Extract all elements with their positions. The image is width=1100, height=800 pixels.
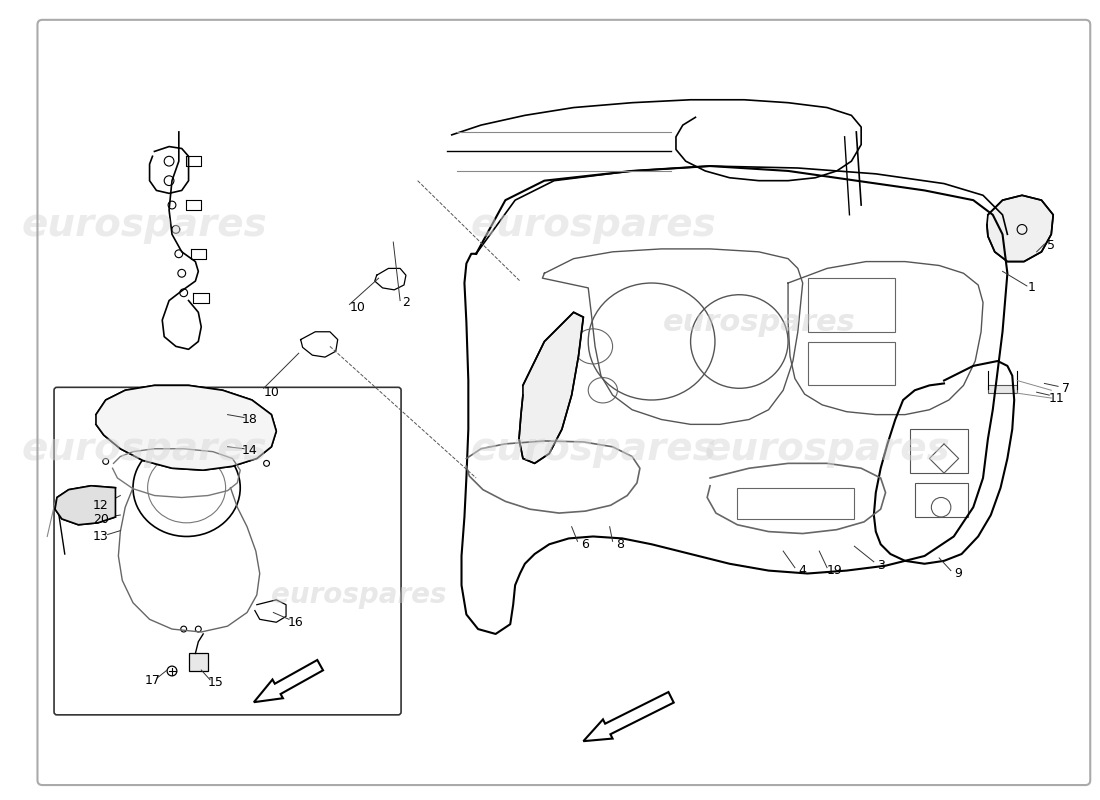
Text: eurospares: eurospares — [272, 581, 447, 609]
Text: 8: 8 — [616, 538, 625, 550]
Text: eurospares: eurospares — [470, 206, 716, 243]
Polygon shape — [254, 660, 323, 702]
Polygon shape — [519, 312, 583, 463]
Bar — [910, 430, 968, 473]
Text: 13: 13 — [94, 530, 109, 543]
Text: 3: 3 — [877, 559, 884, 572]
FancyBboxPatch shape — [54, 387, 402, 715]
Text: 17: 17 — [144, 674, 161, 687]
Text: 10: 10 — [264, 386, 279, 398]
Text: 10: 10 — [350, 301, 365, 314]
Text: 9: 9 — [955, 567, 962, 580]
Bar — [737, 488, 855, 519]
Text: 12: 12 — [94, 498, 109, 512]
Bar — [807, 342, 895, 386]
Text: 4: 4 — [799, 564, 806, 577]
Text: 1: 1 — [1027, 282, 1036, 294]
Text: 20: 20 — [92, 514, 109, 526]
Text: 16: 16 — [288, 616, 304, 629]
Text: 14: 14 — [242, 444, 257, 457]
Bar — [807, 278, 895, 332]
Text: 19: 19 — [827, 564, 843, 577]
Text: eurospares: eurospares — [704, 430, 950, 468]
Bar — [188, 654, 208, 671]
Text: eurospares: eurospares — [470, 430, 716, 468]
Text: eurospares: eurospares — [22, 206, 267, 243]
Polygon shape — [96, 386, 276, 470]
Bar — [915, 483, 968, 517]
Text: 2: 2 — [402, 296, 410, 309]
Text: 6: 6 — [582, 538, 590, 550]
Text: eurospares: eurospares — [662, 307, 855, 337]
Bar — [988, 386, 1018, 393]
Polygon shape — [987, 195, 1053, 262]
Text: 15: 15 — [208, 676, 223, 689]
Text: 5: 5 — [1047, 239, 1055, 253]
Text: 11: 11 — [1048, 391, 1064, 405]
Text: eurospares: eurospares — [22, 430, 267, 468]
Polygon shape — [583, 692, 673, 741]
Text: 7: 7 — [1062, 382, 1070, 395]
Text: 18: 18 — [242, 413, 257, 426]
Polygon shape — [55, 486, 116, 525]
